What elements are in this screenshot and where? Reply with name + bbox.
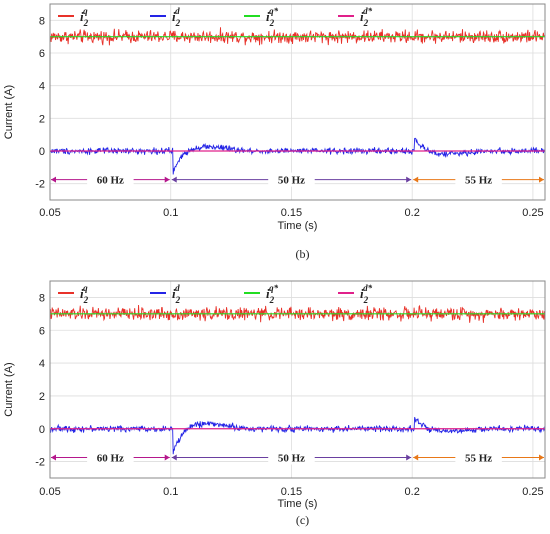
legend-label: i2q* [266, 283, 279, 305]
annotation-arrow-head-left [413, 176, 419, 183]
series-group [50, 27, 545, 175]
chart-panel-b: -2 0 2 4 6 8 0.05 0.1 0.15 0.2 0.25 Time (s) Current… [3, 3, 546, 261]
legend: i2q i2d i2q* i2d* [58, 283, 373, 305]
plot-frame [49, 3, 546, 201]
annotation-arrow-head-left [171, 176, 177, 183]
y-tick-label: 8 [39, 292, 45, 304]
annotation-arrow-head-right [406, 176, 412, 183]
x-tick-label: 0.25 [522, 486, 543, 498]
y-tick-label: 2 [39, 391, 45, 403]
y-tick-label: 4 [39, 358, 45, 370]
x-tick-label: 0.2 [405, 207, 420, 219]
x-tick-label: 0.1 [163, 486, 178, 498]
annotation-arrow-head-right [164, 176, 170, 183]
plot-frame [49, 280, 546, 479]
series-line-i2q [50, 27, 545, 46]
y-tick-label: 4 [39, 81, 45, 93]
frequency-annotation: 50 Hz [171, 450, 412, 465]
x-tick-label: 0.05 [39, 486, 60, 498]
y-tick-label: 6 [39, 48, 45, 60]
x-tick-label: 0.15 [281, 207, 302, 219]
x-tick-label: 0.25 [522, 207, 543, 219]
panel-caption: (c) [296, 513, 309, 527]
annotation-arrow-head-left [171, 454, 177, 461]
annotation-arrow-head-right [164, 454, 170, 461]
x-tick-label: 0.1 [163, 207, 178, 219]
chart-panel-c: -2 0 2 4 6 8 0.05 0.1 0.15 0.2 0.25 Time (s) Current… [3, 280, 546, 527]
annotation-label: 60 Hz [97, 452, 124, 464]
y-tick-label: -2 [35, 179, 45, 191]
legend-label: i2q* [266, 6, 279, 28]
x-tick-label: 0.15 [281, 486, 302, 498]
annotation-label-bg [87, 450, 134, 465]
series-line-i2d [50, 137, 545, 175]
annotation-label: 60 Hz [97, 175, 124, 187]
annotation-label-bg [268, 450, 315, 465]
legend-item: i2d [150, 283, 181, 305]
legend-item: i2q* [244, 283, 279, 305]
frequency-annotation: 60 Hz [51, 172, 170, 187]
frequency-annotation: 60 Hz [51, 450, 170, 465]
x-axis-label: Time (s) [278, 220, 318, 232]
y-tick-label: -2 [35, 457, 45, 469]
frequency-annotation: 55 Hz [413, 172, 544, 187]
legend: i2q i2d i2q* i2d* [58, 6, 373, 28]
y-tick-label: 8 [39, 15, 45, 27]
annotation-arrow-head-right [406, 454, 412, 461]
x-axis-label: Time (s) [278, 498, 318, 510]
annotation-label-bg [455, 172, 502, 187]
series-group [50, 304, 545, 455]
x-tick-label: 0.05 [39, 207, 60, 219]
annotation-label: 50 Hz [278, 452, 305, 464]
legend-item: i2q [58, 6, 89, 28]
legend-label: i2d* [360, 283, 373, 305]
annotation-label-bg [455, 450, 502, 465]
annotation-label-bg [268, 172, 315, 187]
legend-label: i2q [80, 6, 89, 28]
annotation-label: 55 Hz [465, 452, 492, 464]
legend-item: i2d [150, 6, 181, 28]
panel-caption: (b) [296, 247, 310, 261]
legend-label: i2d [172, 6, 181, 28]
y-axis-label: Current (A) [3, 362, 15, 416]
annotation-arrow-head-left [51, 454, 56, 461]
annotation-arrow-head-left [413, 454, 419, 461]
y-tick-label: 0 [39, 146, 45, 158]
x-tick-label: 0.2 [405, 486, 420, 498]
legend-label: i2d* [360, 6, 373, 28]
y-tick-label: 0 [39, 424, 45, 436]
legend-label: i2d [172, 283, 181, 305]
annotation-label: 55 Hz [465, 175, 492, 187]
y-tick-label: 6 [39, 325, 45, 337]
legend-item: i2q* [244, 6, 279, 28]
legend-item: i2q [58, 283, 89, 305]
annotation-arrow-head-right [539, 454, 544, 461]
annotation-arrow-head-right [539, 176, 544, 183]
frequency-annotation: 55 Hz [413, 450, 544, 465]
annotation-label-bg [87, 172, 134, 187]
y-tick-label: 2 [39, 113, 45, 125]
y-axis-label: Current (A) [3, 85, 15, 139]
legend-label: i2q [80, 283, 89, 305]
annotation-arrow-head-left [51, 176, 56, 183]
legend-item: i2d* [338, 6, 373, 28]
annotation-label: 50 Hz [278, 175, 305, 187]
frequency-annotation: 50 Hz [171, 172, 412, 187]
legend-item: i2d* [338, 283, 373, 305]
